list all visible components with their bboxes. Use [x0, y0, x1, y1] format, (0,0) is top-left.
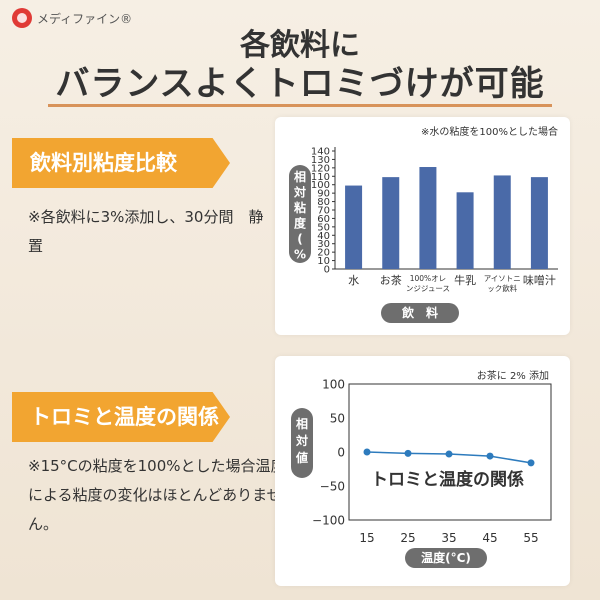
y-tick-label: 60	[317, 214, 330, 225]
y-tick-label: 140	[311, 147, 330, 158]
y-tick-label: 80	[317, 197, 330, 208]
xlabel: 飲 料	[401, 305, 438, 320]
logo-mark-icon	[12, 8, 32, 28]
y-tick-label: 50	[330, 412, 345, 426]
line-chart-card: お茶に 2% 添加 100 50 0 −50 −100 相対値トロミと温度の関係 15 25 35…	[275, 356, 570, 586]
y-tick-label: 0	[324, 265, 330, 276]
y-tick-label: 70	[317, 206, 330, 217]
xlabel-pill	[405, 548, 487, 568]
x-tick-label: 100%オレンジジュース	[406, 274, 450, 293]
headline-underline	[48, 104, 552, 107]
inset-title: トロミと温度の関係	[371, 469, 524, 490]
data-point	[363, 448, 371, 456]
y-tick-label: 40	[317, 231, 330, 242]
y-tick-label: 30	[317, 239, 330, 250]
bar	[530, 177, 548, 269]
y-tick-label: −100	[312, 514, 345, 528]
x-tick-label: お茶	[380, 274, 402, 287]
x-tick-label: 55	[523, 531, 538, 545]
brand-logo: メディファイン®	[12, 8, 132, 28]
xlabel: 温度(°C)	[421, 550, 471, 565]
y-tick-label: 110	[311, 172, 330, 183]
data-point	[445, 450, 453, 458]
y-tick-label: 120	[311, 163, 330, 174]
y-tick-label: 100	[311, 180, 330, 191]
ylabel-char: 対	[295, 433, 308, 448]
plot-frame	[348, 383, 552, 521]
x-tick-label: 25	[400, 531, 415, 545]
x-tick-label: 牛乳	[454, 273, 476, 287]
section1-note: ※各飲料に3%添加し、30分間 静置	[28, 208, 264, 255]
x-tick-label: 水	[348, 274, 359, 287]
y-tick-label: 10	[317, 256, 330, 267]
section2-note: ※15°Cの粘度を100%とした場合温度による粘度の変化はほとんどありません。	[28, 457, 286, 533]
bar	[419, 167, 437, 269]
headline-line2: バランスよくトロミづけが可能	[55, 64, 545, 104]
bar	[382, 177, 400, 269]
ylabel-char: 相	[296, 416, 308, 431]
chart-annotation: お茶に 2% 添加	[477, 369, 549, 382]
y-tick-label: −50	[320, 480, 345, 494]
headline-line1: 各飲料に	[240, 28, 360, 63]
ylabel-char: 値	[295, 450, 308, 465]
brand-name: メディファイン®	[37, 11, 133, 26]
ylabel-char: )	[297, 263, 302, 277]
y-tick-label: 100	[322, 378, 345, 392]
chart-annotation: ※水の粘度を100%とした場合	[421, 125, 558, 138]
bar	[345, 185, 363, 269]
y-tick-label: 50	[317, 222, 330, 233]
ylabel-char: 度	[294, 216, 307, 231]
ylabel-pill	[289, 165, 311, 263]
x-tick-label: アイソトニック飲料	[484, 274, 521, 293]
y-tick-label: 130	[311, 155, 330, 166]
bar	[456, 192, 474, 269]
y-tick-label: 20	[317, 248, 330, 259]
ylabel-char: %	[294, 248, 306, 262]
bar	[493, 175, 511, 269]
ylabel-char: 対	[293, 185, 306, 200]
xlabel-pill	[381, 303, 459, 323]
ylabel-char: (	[297, 232, 302, 246]
x-tick-label: 35	[441, 531, 456, 545]
data-point	[527, 459, 535, 467]
x-tick-label: 味噌汁	[523, 274, 556, 287]
x-tick-label: 45	[482, 531, 497, 545]
ylabel-char: 相	[294, 169, 306, 184]
y-tick-label: 90	[317, 189, 330, 200]
section2-tag: トロミと温度の関係	[12, 392, 230, 442]
section1-tag: 飲料別粘度比較	[12, 138, 230, 188]
data-point	[404, 449, 412, 457]
y-tick-label: 0	[337, 446, 345, 460]
ylabel-char: 粘	[294, 200, 306, 215]
ylabel-pill	[291, 408, 313, 478]
x-tick-label: 15	[359, 531, 374, 545]
bar-chart-card: ※水の粘度を100%とした場合相対粘度(%) 0 10 20 30 40 50 60 70 80 9…	[275, 117, 570, 335]
data-point	[486, 452, 494, 460]
